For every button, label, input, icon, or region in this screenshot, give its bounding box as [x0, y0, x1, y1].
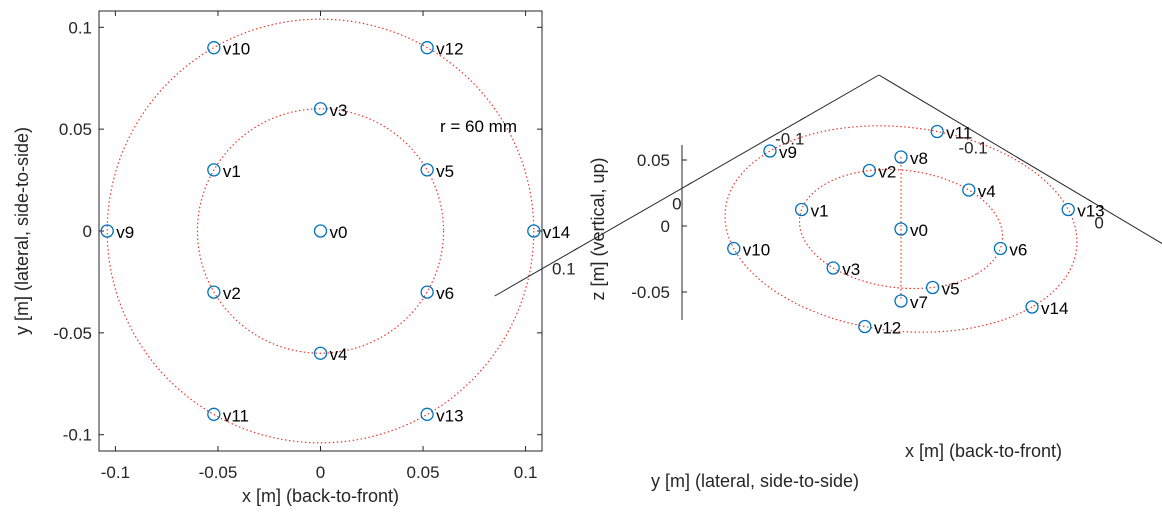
x-tick [961, 124, 968, 128]
z-tick-label: 0.05 [637, 151, 670, 170]
point-label-v1: v1 [811, 202, 829, 221]
point-label-v3: v3 [842, 260, 860, 279]
radius-circle [196, 108, 445, 354]
x-tick-label: -0.1 [958, 139, 987, 158]
point-marker-v1 [794, 202, 809, 217]
point-label-v9: v9 [779, 143, 797, 162]
y-tick-label: -0.05 [53, 324, 92, 343]
point-marker-v14 [527, 224, 541, 238]
x-tick-label: 0.05 [406, 463, 439, 482]
x-tick [1087, 199, 1094, 203]
point-marker-v7 [894, 294, 908, 308]
point-marker-v10 [207, 41, 221, 55]
x-tick-label: 0 [316, 463, 325, 482]
point-label-v5: v5 [942, 280, 960, 299]
radius-circle [106, 18, 535, 444]
point-label-v12: v12 [874, 319, 901, 338]
point-label-v7: v7 [910, 293, 928, 312]
point-marker-v3 [313, 102, 328, 116]
point-label-v5: v5 [436, 162, 454, 181]
data-points: v0 v1 v2 v3 v4 v5 v6 v7 v8 v9 v10 v11 v12 v13 v14 [727, 124, 1105, 338]
x-tick-label: 0.1 [514, 463, 538, 482]
point-label-v13: v13 [436, 406, 463, 425]
x-axis-line [878, 74, 1162, 245]
y-tick-label: 0.1 [68, 18, 92, 37]
point-label-v2: v2 [223, 284, 241, 303]
radius-ellipses [724, 125, 1078, 333]
z-tick-label: 0 [661, 217, 670, 236]
point-marker-v9 [763, 144, 777, 158]
z-axis-label: z [m] (vertical, up) [588, 157, 608, 300]
point-marker-v6 [420, 285, 434, 299]
point-label-v6: v6 [436, 284, 454, 303]
axes-box [98, 10, 543, 452]
point-marker-v2 [207, 285, 221, 299]
x-tick-label: -0.05 [199, 463, 238, 482]
z-tick-label: -0.05 [631, 283, 670, 302]
point-marker-v3 [826, 261, 840, 275]
point-label-v14: v14 [1041, 299, 1068, 318]
point-label-v0: v0 [910, 221, 928, 240]
point-label-v1: v1 [223, 162, 241, 181]
point-label-v10: v10 [743, 241, 770, 260]
point-label-v4: v4 [978, 182, 996, 201]
point-label-v6: v6 [1009, 241, 1027, 260]
point-marker-v5 [420, 163, 434, 177]
point-marker-v2 [862, 163, 877, 178]
point-marker-v1 [207, 163, 221, 177]
point-label-v12: v12 [436, 40, 463, 59]
y-tick-label: 0 [83, 222, 92, 241]
point-marker-v13 [420, 407, 434, 421]
x-tick-label: -0.1 [101, 463, 130, 482]
point-label-v4: v4 [330, 345, 348, 364]
point-marker-v11 [930, 124, 944, 139]
y-tick-label: -0.1 [63, 426, 92, 445]
y-tick-label: -0.1 [775, 130, 804, 149]
point-marker-v4 [962, 183, 976, 197]
point-marker-v11 [207, 407, 221, 421]
point-marker-v10 [727, 241, 741, 256]
y-axis-label: y [m] (lateral, side-to-side) [12, 127, 32, 335]
point-label-v3: v3 [330, 101, 348, 120]
point-marker-v12 [420, 41, 434, 55]
y-tick [686, 182, 693, 186]
radius-ellipse [798, 168, 1004, 290]
radius-annotation: r = 60 mm [440, 117, 517, 136]
point-label-v8: v8 [910, 149, 928, 168]
point-marker-v5 [925, 280, 940, 295]
point-marker-v13 [1061, 202, 1075, 217]
axis-ticks: -0.1 -0.05 0 0.05 0.1 -0.1 -0.05 0 0.05 0.1 [53, 11, 542, 482]
y-tick [799, 117, 806, 121]
y-tick-label: 0.1 [552, 260, 576, 279]
data-points: v0 v1 v2 v3 v4 v5 v6 v9 v10 v11 v12 v13 v14 [100, 40, 570, 425]
y-tick-label: 0.05 [59, 120, 92, 139]
point-marker-v9 [100, 224, 114, 238]
y-tick-label: 0 [672, 195, 681, 214]
y-axis-label: y [m] (lateral, side-to-side) [651, 471, 859, 491]
x-tick-label: 0 [1094, 214, 1103, 233]
point-marker-v12 [858, 319, 872, 334]
point-label-v2: v2 [878, 163, 896, 182]
point-marker-v6 [993, 241, 1008, 256]
x-axis-label: x [m] (back-to-front) [905, 441, 1062, 461]
point-label-v9: v9 [116, 223, 134, 242]
point-marker-v0 [313, 224, 328, 238]
point-marker-v4 [313, 346, 328, 360]
point-label-v11: v11 [946, 124, 972, 143]
point-marker-v8 [894, 150, 908, 164]
x-axis-label: x [m] (back-to-front) [242, 486, 399, 506]
point-label-v14: v14 [543, 223, 570, 242]
point-label-v13: v13 [1077, 202, 1104, 221]
point-marker-v14 [1025, 300, 1039, 314]
y-tick [573, 247, 580, 251]
point-label-v10: v10 [223, 40, 250, 59]
point-label-v0: v0 [330, 223, 348, 242]
point-marker-v0 [894, 222, 908, 236]
point-label-v11: v11 [223, 406, 249, 425]
radius-circles [106, 18, 535, 444]
